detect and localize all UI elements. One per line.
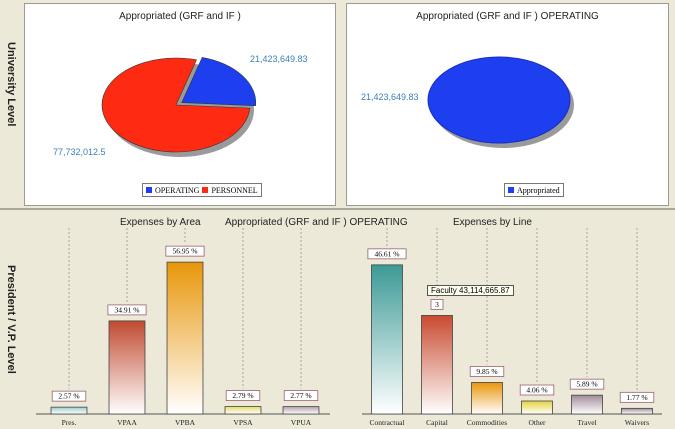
bar-value-box [107, 304, 147, 316]
category-label: Contractual [370, 418, 405, 427]
left-pie-legend: OPERATING PERSONNEL [142, 183, 262, 197]
expenses-by-area-title: Expenses by Area [120, 217, 201, 228]
bar-contractual[interactable] [371, 264, 403, 415]
legend-operating: OPERATING [155, 185, 200, 195]
category-label: VPBA [175, 418, 196, 427]
bar-capital[interactable] [421, 315, 453, 415]
category-label: Pres. [62, 418, 77, 427]
category-label: Travel [577, 418, 596, 427]
category-label: Other [528, 418, 546, 427]
right-pie-title: Appropriated (GRF and IF ) OPERATING [416, 11, 599, 22]
bar-value-label: 1.77 % [626, 393, 647, 402]
operating-swatch [146, 187, 152, 193]
bar-value-box [569, 378, 605, 390]
appropriated-value-label: 21,423,649.83 [361, 92, 419, 102]
right-pie-legend: Appropriated [504, 183, 564, 197]
bar-value-label: 34.91 % [115, 305, 140, 314]
bar-value-box [619, 391, 655, 403]
bar-value-box [430, 299, 444, 310]
category-label: Commodities [467, 418, 508, 427]
bar-vpsa[interactable] [224, 406, 262, 415]
operating-value-label: 21,423,649.83 [250, 54, 308, 64]
bar-vpba[interactable] [166, 261, 204, 415]
bar-value-label: 3 [435, 300, 439, 309]
left-pie-title: Appropriated (GRF and IF ) [119, 11, 241, 22]
appropriated-operating-pie-panel[interactable]: Appropriated (GRF and IF ) OPERATING 21,… [346, 3, 669, 206]
bar-vpua[interactable] [282, 406, 320, 415]
bar-vpaa[interactable] [108, 320, 146, 415]
appropriated-slice[interactable] [427, 56, 571, 144]
expenses-by-line-title: Expenses by Line [453, 217, 532, 228]
bar-value-label: 56.95 % [173, 247, 198, 256]
legend-appropriated: Appropriated [517, 185, 560, 195]
expenses-by-area-chart[interactable]: 2.57 % Pres. 34.91 % VPAA 56.95 % VPBA 2.79 % V… [50, 228, 320, 427]
bar-value-label: 4.06 % [526, 386, 547, 395]
bar-travel[interactable] [571, 394, 603, 415]
faculty-tooltip: Faculty 43,114,665.87 [427, 285, 514, 296]
bar-value-box [51, 390, 87, 402]
bar-value-box [283, 390, 319, 402]
bar-pres[interactable] [50, 406, 88, 415]
personnel-swatch [202, 187, 209, 193]
legend-personnel: PERSONNEL [211, 185, 258, 195]
operating-slice[interactable] [181, 57, 257, 107]
category-label: VPAA [117, 418, 137, 427]
bottom-center-title: Appropriated (GRF and IF ) OPERATING [225, 217, 408, 228]
appropriated-pie-panel[interactable]: Appropriated (GRF and IF ) 21,423,649.83… [24, 3, 336, 206]
expenses-by-line-chart[interactable]: 46.61 % Contractual 3 Capital 9.85 % Commodit… [367, 228, 655, 427]
personnel-value-label: 77,732,012.5 [53, 147, 106, 157]
bar-commodities[interactable] [471, 382, 503, 415]
personnel-slice[interactable] [101, 57, 251, 153]
category-label: Waivers [625, 418, 649, 427]
level-divider [0, 208, 675, 210]
bar-value-label: 9.85 % [476, 367, 497, 376]
bar-value-box [165, 245, 205, 257]
bar-value-box [519, 384, 555, 396]
bar-value-box [225, 390, 261, 401]
bar-value-box [367, 248, 407, 260]
bar-value-label: 2.57 % [58, 392, 79, 401]
bar-value-label: 2.79 % [232, 391, 253, 400]
appropriated-swatch [508, 187, 514, 193]
bar-value-label: 2.77 % [290, 391, 311, 400]
bar-waivers[interactable] [621, 407, 653, 415]
bar-other[interactable] [521, 400, 553, 415]
category-label: VPUA [291, 418, 312, 427]
bar-value-label: 46.61 % [375, 249, 400, 258]
category-label: Capital [426, 418, 448, 427]
appropriated-pie-chart[interactable] [25, 4, 335, 205]
appropriated-operating-pie-chart[interactable] [347, 4, 668, 205]
bar-value-label: 5.89 % [576, 380, 597, 389]
bar-value-box [469, 366, 505, 377]
category-label: VPSA [233, 418, 253, 427]
